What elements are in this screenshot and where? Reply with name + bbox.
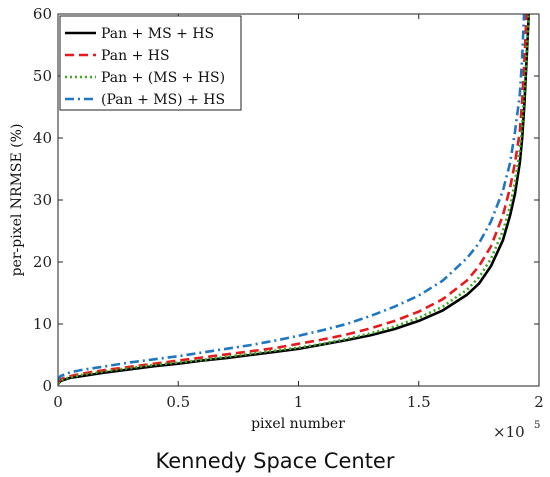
series-line-3 — [58, 14, 531, 385]
series-line-2 — [58, 14, 528, 384]
legend-label-4: (Pan + MS) + HS — [101, 92, 225, 108]
x-tick-label: 1 — [294, 393, 304, 411]
x-axis-label: pixel number — [251, 416, 345, 432]
legend-entries: Pan + MS + HS Pan + HS Pan + (MS + HS) (Pan… — [65, 26, 225, 108]
legend-label-2: Pan + HS — [101, 48, 170, 64]
legend-box — [59, 15, 242, 111]
series-line-4 — [58, 14, 526, 382]
y-tick-label: 10 — [33, 315, 52, 333]
x-tick-label: 0.5 — [166, 393, 190, 411]
x-tick-label: 0 — [53, 393, 63, 411]
x-multiplier-base: ×10 — [493, 423, 525, 441]
legend-label-1: Pan + MS + HS — [101, 26, 214, 42]
legend-label-3: Pan + (MS + HS) — [101, 70, 225, 86]
y-tick-label: 50 — [33, 67, 52, 85]
figure-caption: Kennedy Space Center — [156, 449, 395, 473]
series-layer — [58, 14, 531, 385]
x-tick-label: 1.5 — [407, 393, 431, 411]
x-multiplier: ×10 5 — [493, 420, 540, 441]
y-tick-label: 0 — [42, 377, 52, 395]
x-tick-label: 2 — [534, 393, 544, 411]
y-tick-label: 60 — [33, 5, 52, 23]
y-axis-label: per-pixel NRMSE (%) — [9, 124, 25, 277]
y-tick-label: 40 — [33, 129, 52, 147]
legend: Pan + MS + HS Pan + HS Pan + (MS + HS) (Pan… — [59, 15, 242, 111]
y-tick-label: 30 — [33, 191, 52, 209]
y-tick-label: 20 — [33, 253, 52, 271]
x-multiplier-exponent: 5 — [534, 420, 540, 431]
